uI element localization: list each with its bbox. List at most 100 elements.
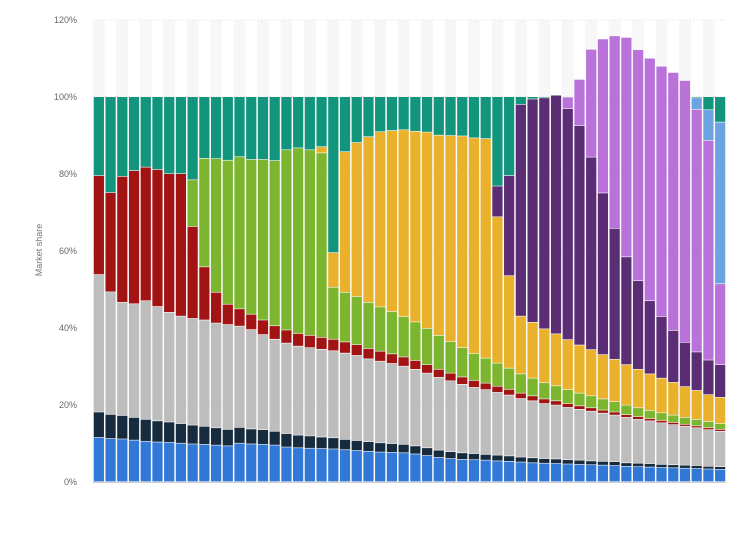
bar-segment-1	[668, 468, 679, 482]
bar-segment-4	[445, 373, 456, 381]
bar-segment-10	[281, 97, 292, 150]
bar-segment-2	[187, 425, 198, 444]
bar-segment-3	[480, 389, 491, 455]
bar-segment-4	[375, 351, 386, 361]
bar-segment-4	[421, 364, 433, 373]
bar-segment-1	[574, 464, 585, 482]
bar-segment-3	[152, 306, 163, 421]
bar-segment-2	[164, 422, 175, 443]
y-tick-label: 40%	[59, 323, 77, 333]
bar-segment-5	[222, 160, 233, 304]
bar-segment-3	[586, 411, 597, 461]
bar-segment-4	[480, 383, 491, 390]
bar-segment-5	[632, 408, 644, 417]
bar-segment-5	[339, 292, 351, 342]
bar-segment-1	[527, 463, 538, 482]
bar-segment-6	[328, 252, 339, 287]
bar-segment-1	[128, 440, 140, 482]
bar-segment-3	[339, 353, 351, 440]
bar-segment-3	[679, 426, 691, 465]
bar-segment-3	[457, 384, 468, 453]
bar-segment-1	[246, 444, 257, 482]
bar-segment-7	[715, 364, 726, 398]
bar-segment-1	[316, 448, 327, 482]
bar-segment-2	[562, 460, 573, 464]
bar-segment-3	[234, 326, 245, 428]
bar-segment-5	[328, 287, 339, 339]
bar-segment-2	[433, 450, 444, 458]
bar-segment-3	[257, 334, 269, 430]
bar-segment-2	[715, 466, 726, 470]
bar-segment-5	[386, 311, 398, 354]
bar-segment-3	[421, 373, 433, 448]
bar-segment-7	[668, 330, 679, 383]
bar-segment-6	[433, 135, 444, 336]
bar-segment-3	[703, 430, 714, 466]
bar-segment-3	[715, 431, 726, 467]
bar-segment-1	[339, 450, 351, 482]
bar-segment-6	[527, 322, 538, 378]
bar-segment-4	[562, 403, 573, 408]
bar-segment-10	[128, 97, 140, 171]
bar-segment-6	[574, 345, 585, 393]
bar-segment-4	[679, 424, 691, 426]
bar-segment-1	[586, 465, 597, 482]
bar-segment-5	[281, 150, 292, 330]
bar-segment-2	[175, 423, 187, 443]
bar-segment-1	[234, 443, 245, 482]
bar-segment-10	[527, 97, 538, 99]
bar-segment-1	[410, 454, 421, 482]
bar-segment-3	[433, 377, 444, 450]
bar-segment-3	[293, 346, 304, 435]
bar-segment-2	[328, 438, 339, 449]
bar-segment-3	[105, 292, 116, 415]
bar-segment-8	[597, 39, 609, 193]
bar-segment-2	[152, 421, 163, 442]
bar-segment-5	[574, 393, 585, 406]
bar-segment-4	[504, 389, 515, 395]
bar-segment-7	[632, 281, 644, 369]
bar-segment-1	[644, 467, 655, 482]
bar-segment-1	[199, 444, 210, 482]
bar-segment-1	[562, 464, 573, 482]
bar-segment-2	[679, 465, 691, 468]
bar-segment-5	[504, 368, 515, 390]
bar-segment-2	[468, 453, 480, 460]
bar-segment-10	[246, 97, 257, 160]
bar-segment-3	[281, 343, 292, 434]
bar-segment-2	[234, 427, 245, 443]
bar-segment-2	[480, 454, 491, 460]
bar-segment-2	[691, 465, 702, 469]
bar-segment-5	[187, 180, 198, 227]
bar-segment-3	[621, 417, 632, 463]
bar-segment-5	[597, 399, 609, 410]
bar-segment-6	[668, 382, 679, 415]
bar-segment-5	[210, 158, 222, 292]
bar-segment-7	[597, 193, 609, 355]
bar-segment-2	[293, 435, 304, 448]
bar-segment-7	[504, 175, 515, 276]
bar-segment-6	[550, 334, 562, 386]
bar-segment-10	[480, 97, 491, 139]
bar-segment-1	[609, 465, 620, 482]
bar-segment-1	[293, 448, 304, 482]
bar-segment-5	[316, 153, 327, 338]
bar-segment-3	[375, 361, 386, 443]
bar-segment-5	[586, 396, 597, 408]
bar-segment-2	[210, 428, 222, 445]
bar-segment-1	[175, 443, 187, 482]
bar-segment-6	[691, 390, 702, 420]
bar-segment-4	[644, 418, 655, 421]
bar-segment-7	[539, 98, 550, 329]
bar-segment-2	[257, 430, 269, 445]
bar-segment-5	[515, 374, 526, 393]
bar-segment-2	[550, 459, 562, 464]
bar-segment-4	[187, 226, 198, 319]
bar-segment-4	[293, 333, 304, 346]
bar-segment-2	[656, 464, 667, 468]
bar-segment-3	[386, 363, 398, 444]
bar-segment-1	[515, 462, 526, 482]
bar-segment-5	[656, 413, 667, 421]
bar-segment-4	[527, 396, 538, 401]
bar-segment-3	[527, 401, 538, 458]
